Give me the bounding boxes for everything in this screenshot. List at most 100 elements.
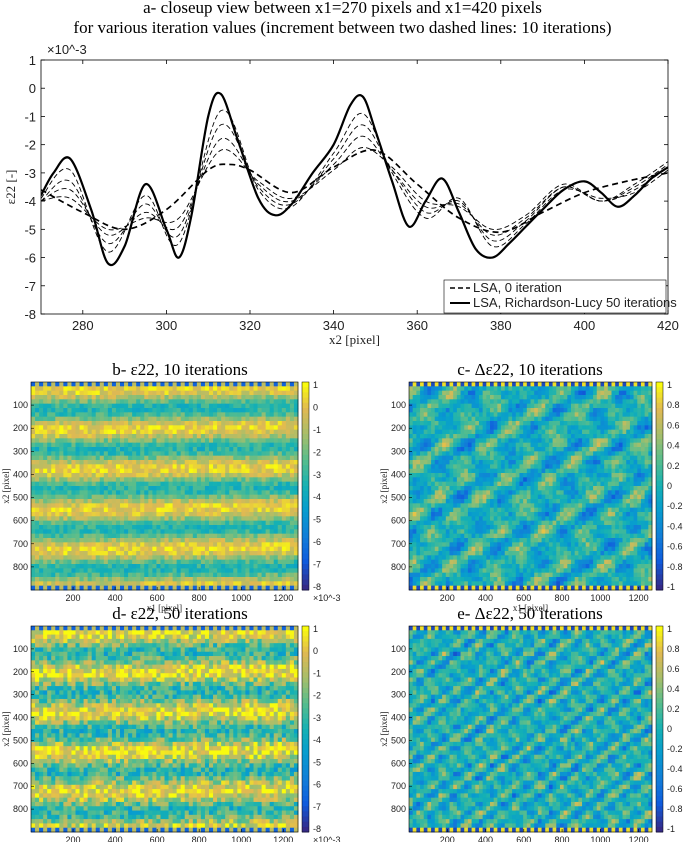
colorbar-tick-label: -3 [313, 470, 321, 480]
colorbar-tick-label: -0.4 [667, 521, 683, 531]
colorbar-tick-label: -5 [313, 515, 321, 525]
title-d: d- ε22, 50 iterations [112, 604, 248, 623]
panel-c: 100 200 300 400 500 600 700 800 200 400 600 800 1000… [379, 380, 683, 613]
y-tick-label: 700 [13, 539, 28, 549]
colorbar-tick-label: -8 [313, 582, 321, 592]
x-tick-label: 360 [406, 318, 428, 333]
colorbar-multiplier: ×10^-3 [313, 835, 341, 842]
y-tick-label: 800 [391, 562, 406, 572]
title-c: c- Δε22, 10 iterations [457, 360, 603, 379]
colorbar-tick-label: -1 [313, 668, 321, 678]
y-tick-label: 300 [391, 446, 406, 456]
colorbar-tick-label: -0.6 [667, 542, 683, 552]
x-tick-label: 1000 [590, 835, 610, 842]
colorbar-tick-label: 0.2 [667, 461, 680, 471]
y-tick-label: 0 [29, 81, 36, 96]
colorbar-tick-label: -1 [667, 824, 675, 834]
main-subtitle: for various iteration values (increment … [73, 18, 612, 37]
panel-d: 100 200 300 400 500 600 700 800 200 400 600 800 1000… [1, 624, 341, 842]
x-tick-label: 200 [66, 835, 81, 842]
heatmap-d [31, 626, 299, 833]
y-tick-label: 200 [13, 423, 28, 433]
colorbar-tick-label: 0.4 [667, 684, 680, 694]
colorbar-tick-label: -4 [313, 492, 321, 502]
colorbar-e: 1 0.8 0.6 0.4 0.2 0 -0.2 -0.4 -0.6 -0.8 -1 [655, 624, 683, 834]
y-tick-label: 100 [13, 400, 28, 410]
legend-box [443, 279, 667, 314]
y-tick-label: 400 [13, 713, 28, 723]
colorbar-tick-label: -0.4 [667, 764, 683, 774]
y-tick-label: 800 [391, 804, 406, 814]
colorbar-tick-label: 0.8 [667, 400, 680, 410]
y-tick-label: 100 [391, 644, 406, 654]
heatmap-frame-b [30, 381, 299, 591]
y-tick-label: 800 [13, 562, 28, 572]
colorbar-tick-label: 1 [313, 624, 318, 634]
x-tick-label: 400 [108, 835, 123, 842]
y-tick-label: 700 [391, 539, 406, 549]
x-tick-label: 800 [192, 835, 207, 842]
y-axis-label: x2 [pixel] [379, 711, 389, 746]
colorbar-tick-label: 0.8 [667, 644, 680, 654]
series-dashed-line [41, 147, 668, 231]
colorbar-tick-label: -1 [313, 425, 321, 435]
x-tick-label: 400 [574, 318, 596, 333]
colorbar-tick-label: -0.2 [667, 501, 683, 511]
colorbar-frame [655, 381, 664, 591]
heatmap-frame-c [408, 381, 653, 591]
y-tick-label: 100 [391, 400, 406, 410]
colorbar-tick-label: -0.8 [667, 562, 683, 572]
y-tick-label: 300 [391, 690, 406, 700]
colorbar-tick-label: -2 [313, 447, 321, 457]
colorbar-tick-label: -2 [313, 691, 321, 701]
x-tick-label: 800 [555, 593, 570, 603]
colorbar-tick-label: 0.2 [667, 704, 680, 714]
colorbar-multiplier: ×10^-3 [313, 593, 341, 603]
colorbar-tick-label: 0 [667, 724, 672, 734]
y-tick-label: 700 [13, 781, 28, 791]
series-dashed-line [41, 135, 668, 236]
colorbar-tick-label: 0.4 [667, 441, 680, 451]
y-tick-label: -7 [24, 279, 36, 294]
x-tick-label: 1200 [273, 835, 293, 842]
y-tick-label: 600 [391, 516, 406, 526]
y-axis-label: x2 [pixel] [379, 468, 389, 503]
series-dashed-line [41, 149, 668, 234]
x-tick-label: 1000 [590, 593, 610, 603]
colorbar-tick-label: -3 [313, 713, 321, 723]
legend-entry-1: LSA, Richardson-Lucy 50 iterations [473, 295, 677, 310]
legend-entry-0: LSA, 0 iteration [473, 280, 562, 295]
y-multiplier: ×10^-3 [47, 42, 87, 57]
colorbar-tick-label: -0.8 [667, 804, 683, 814]
colorbar-tick-label: -0.6 [667, 784, 683, 794]
y-tick-label: 100 [13, 644, 28, 654]
y-tick-label: 700 [391, 781, 406, 791]
heatmap-frame-e [408, 625, 653, 833]
colorbar-tick-label: -0.2 [667, 744, 683, 754]
y-tick-label: 600 [13, 758, 28, 768]
y-tick-label: 500 [391, 735, 406, 745]
main-title: a- closeup view between x1=270 pixels an… [143, 0, 542, 17]
y-tick-label: 500 [391, 493, 406, 503]
heatmap-e [409, 626, 653, 833]
y-tick-label: -2 [24, 138, 36, 153]
y-tick-label: 400 [13, 469, 28, 479]
colorbar-tick-label: -8 [313, 824, 321, 834]
x-tick-label: 800 [555, 835, 570, 842]
colorbar-d: 1 0 -1 -2 -3 -4 -5 -6 -7 -8×10^-3 [301, 624, 341, 842]
x-tick-label: 400 [478, 835, 493, 842]
x-tick-label: 1200 [629, 593, 649, 603]
x-tick-label: 200 [66, 593, 81, 603]
y-tick-label: 300 [13, 446, 28, 456]
y-tick-label: 400 [391, 469, 406, 479]
x-tick-label: 1000 [231, 593, 251, 603]
y-tick-label: 500 [13, 735, 28, 745]
colorbar-tick-label: 0 [313, 402, 318, 412]
x-axis-label: x2 [pixel] [329, 332, 380, 347]
colorbar-tick-label: -5 [313, 757, 321, 767]
heatmap-frame-d [30, 625, 299, 833]
y-tick-label: -3 [24, 166, 36, 181]
x-axis-label: x1 [pixel] [147, 603, 182, 613]
colorbar-tick-label: 0 [313, 646, 318, 656]
